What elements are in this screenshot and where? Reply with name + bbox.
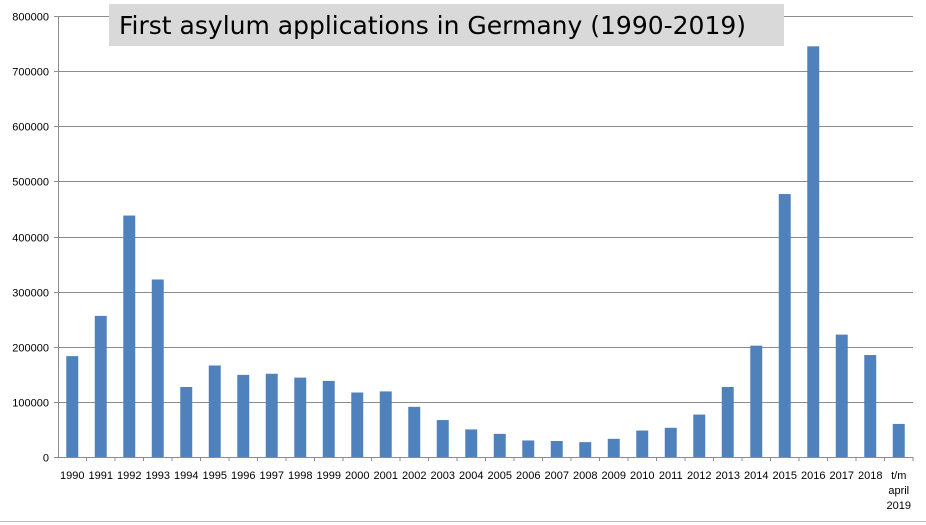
y-tick-label: 700000 [12,67,49,79]
x-tick-label: 1995 [203,470,227,482]
bars [66,46,905,458]
bar-2007 [550,441,563,457]
bar-2009 [607,438,620,457]
x-tick-label: 1996 [231,470,255,482]
x-tick-label: 2011 [659,470,683,482]
axes [54,16,914,461]
x-tick-label: 1990 [60,470,84,482]
x-tick-labels: 1990 1991 1992 1993 1994 1995 1996 1997 1998 1999… [60,470,911,512]
x-tick-label: 2016 [801,470,825,482]
y-tick-labels: 0 100000 200000 300000 400000 500000 600000 700… [12,12,49,465]
bar-2013 [721,386,734,457]
x-tick-label: 2012 [687,470,711,482]
y-tick-label: 100000 [12,398,49,410]
bar-2005 [493,433,506,457]
x-tick-label: 2015 [773,470,797,482]
y-tick-label: 300000 [12,288,49,300]
x-tick-label: 2002 [402,470,426,482]
x-tick-label: 2001 [374,470,398,482]
x-tick-label: 1999 [317,470,341,482]
frame-bottom-rule [0,521,926,522]
bar-1999 [322,380,335,457]
x-tick-label: 2014 [744,470,768,482]
x-tick-label: 2004 [459,470,483,482]
x-tick-label: 2013 [716,470,740,482]
x-tick-label: 1992 [117,470,141,482]
x-tick-label: 2005 [488,470,512,482]
x-tick-label: 1997 [260,470,284,482]
bar-2000 [351,392,364,457]
x-tick-label: 2017 [830,470,854,482]
chart-title: First asylum applications in Germany (19… [119,10,747,40]
x-tick-label: 2009 [602,470,626,482]
y-tick-label: 200000 [12,343,49,355]
y-tick-label: 400000 [12,233,49,245]
bar-2016 [807,46,820,457]
x-tick-label: 2003 [431,470,455,482]
bar-1990 [66,356,79,457]
y-tick-label: 800000 [12,12,49,24]
gridlines [58,16,913,403]
bar-2011 [664,427,677,457]
x-tick-label: 2000 [345,470,369,482]
bar-2018 [864,355,877,457]
bar-t-m-april-2019 [892,423,905,457]
x-tick-label: 2006 [516,470,540,482]
y-tick-label: 600000 [12,122,49,134]
bar-1991 [94,315,107,457]
bar-2006 [522,440,535,457]
bar-1998 [294,377,307,457]
bar-2008 [579,442,592,457]
x-tick-label: 1998 [288,470,312,482]
bar-1995 [208,365,221,457]
bar-2003 [436,420,449,457]
bar-1997 [265,373,278,457]
bar-2014 [750,345,763,457]
chart-title-box: First asylum applications in Germany (19… [109,4,784,46]
bar-1993 [151,279,164,457]
x-tick-label: 1994 [174,470,198,482]
x-tick-label: 2018 [858,470,882,482]
bar-2017 [835,334,848,457]
bar-1992 [123,215,136,457]
x-tick-label: t/m april 2019 [887,470,911,512]
x-tick-label: 2010 [630,470,654,482]
bar-2004 [465,429,478,457]
x-tick-label: 2007 [545,470,569,482]
bar-2001 [379,391,392,457]
x-tick-label: 2008 [573,470,597,482]
bar-2015 [778,194,791,458]
y-tick-label: 500000 [12,177,49,189]
y-tick-label: 0 [43,453,49,465]
bar-1994 [180,386,193,457]
bar-2010 [636,430,649,457]
bar-1996 [237,374,250,457]
bar-2012 [693,414,706,457]
bar-2002 [408,406,421,457]
x-tick-label: 1991 [89,470,113,482]
x-tick-label: 1993 [146,470,170,482]
